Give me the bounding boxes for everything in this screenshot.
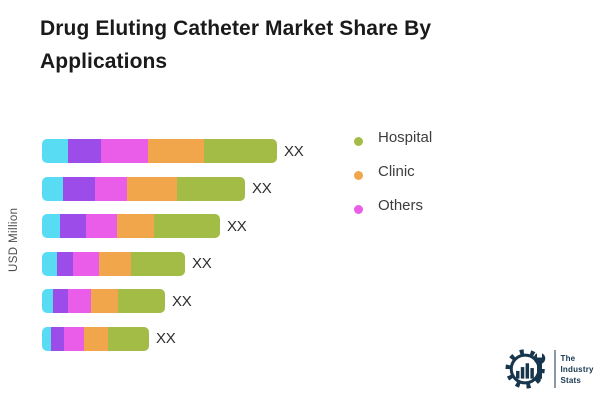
stacked-bar bbox=[42, 214, 220, 238]
bar-row: XX bbox=[42, 289, 303, 313]
bar-segment-segment-2 bbox=[63, 176, 95, 201]
logo-line: The bbox=[560, 353, 576, 363]
logo-bar-icon bbox=[516, 370, 520, 379]
bar-segment-clinic bbox=[148, 139, 204, 163]
bar-row: XX bbox=[42, 139, 304, 163]
logo-line: Industry bbox=[560, 364, 594, 374]
bar-value-label: XX bbox=[192, 255, 212, 272]
legend: Hospital Clinic Others bbox=[352, 128, 432, 230]
legend-dot-icon bbox=[354, 137, 363, 146]
bar-segment-others bbox=[95, 176, 127, 201]
legend-dot-icon bbox=[354, 205, 363, 214]
bar-row: XX bbox=[42, 251, 303, 276]
gear-wrench-icon bbox=[505, 349, 546, 389]
bar-value-label: XX bbox=[156, 330, 176, 347]
bar-segment-clinic bbox=[84, 326, 108, 351]
bar-value-label: XX bbox=[252, 180, 272, 197]
stacked-bar bbox=[42, 139, 277, 163]
bar-value-label: XX bbox=[227, 217, 247, 235]
bar-segment-segment-1 bbox=[42, 139, 68, 163]
bar-segment-others bbox=[73, 251, 99, 276]
stacked-bar bbox=[42, 176, 245, 201]
y-axis-label: USD Million bbox=[8, 207, 20, 273]
legend-dot-icon bbox=[354, 171, 363, 180]
bar-segment-segment-2 bbox=[51, 326, 64, 351]
bar-segment-segment-2 bbox=[68, 139, 101, 163]
legend-item-hospital: Hospital bbox=[352, 128, 432, 148]
bar-value-label: XX bbox=[172, 292, 192, 310]
bar-segment-segment-1 bbox=[42, 251, 57, 276]
bar-segment-hospital bbox=[118, 289, 165, 313]
legend-label: Hospital bbox=[378, 129, 433, 146]
logo-wordmark: The Industry Stats bbox=[561, 353, 594, 386]
logo-bar-icon bbox=[525, 363, 530, 379]
stacked-bar bbox=[42, 289, 165, 313]
legend-item-clinic: Clinic bbox=[352, 162, 432, 182]
bar-segment-hospital bbox=[108, 326, 149, 351]
bar-segment-clinic bbox=[127, 176, 177, 201]
bar-segment-clinic bbox=[99, 251, 131, 276]
bar-value-label: XX bbox=[284, 142, 304, 160]
legend-item-others: Others bbox=[352, 196, 432, 216]
chart-title: Drug Eluting Catheter Market Share By Ap… bbox=[40, 17, 432, 73]
bar-segment-others bbox=[101, 139, 148, 163]
stacked-bar bbox=[42, 326, 149, 351]
logo-divider bbox=[554, 350, 556, 388]
logo-bar-icon bbox=[530, 368, 534, 379]
bar-segment-segment-1 bbox=[42, 326, 51, 351]
bar-segment-segment-2 bbox=[60, 214, 86, 238]
logo-line: Stats bbox=[560, 375, 582, 385]
bar-plot-area: XX XX XX XX XX XX bbox=[42, 139, 304, 364]
bar-segment-segment-1 bbox=[42, 214, 60, 238]
bar-segment-clinic bbox=[117, 214, 154, 238]
logo-bar-icon bbox=[520, 367, 525, 379]
bar-segment-hospital bbox=[131, 251, 185, 276]
bar-segment-others bbox=[68, 289, 91, 313]
bar-segment-clinic bbox=[91, 289, 118, 313]
bar-segment-others bbox=[64, 326, 84, 351]
brand-logo: The Industry Stats bbox=[505, 346, 594, 392]
wrench-icon bbox=[533, 351, 546, 381]
bar-segment-hospital bbox=[154, 214, 220, 238]
stacked-bar bbox=[42, 251, 185, 276]
bar-segment-others bbox=[86, 214, 117, 238]
bar-row: XX bbox=[42, 214, 303, 238]
legend-label: Clinic bbox=[378, 163, 415, 180]
legend-label: Others bbox=[378, 197, 424, 214]
bar-segment-segment-1 bbox=[42, 176, 63, 201]
bar-row: XX bbox=[42, 326, 303, 351]
bar-segment-hospital bbox=[204, 139, 277, 163]
bar-row: XX bbox=[42, 176, 303, 201]
bar-segment-hospital bbox=[177, 176, 245, 201]
bar-segment-segment-2 bbox=[53, 289, 68, 313]
bar-segment-segment-2 bbox=[57, 251, 73, 276]
bar-segment-segment-1 bbox=[42, 289, 53, 313]
